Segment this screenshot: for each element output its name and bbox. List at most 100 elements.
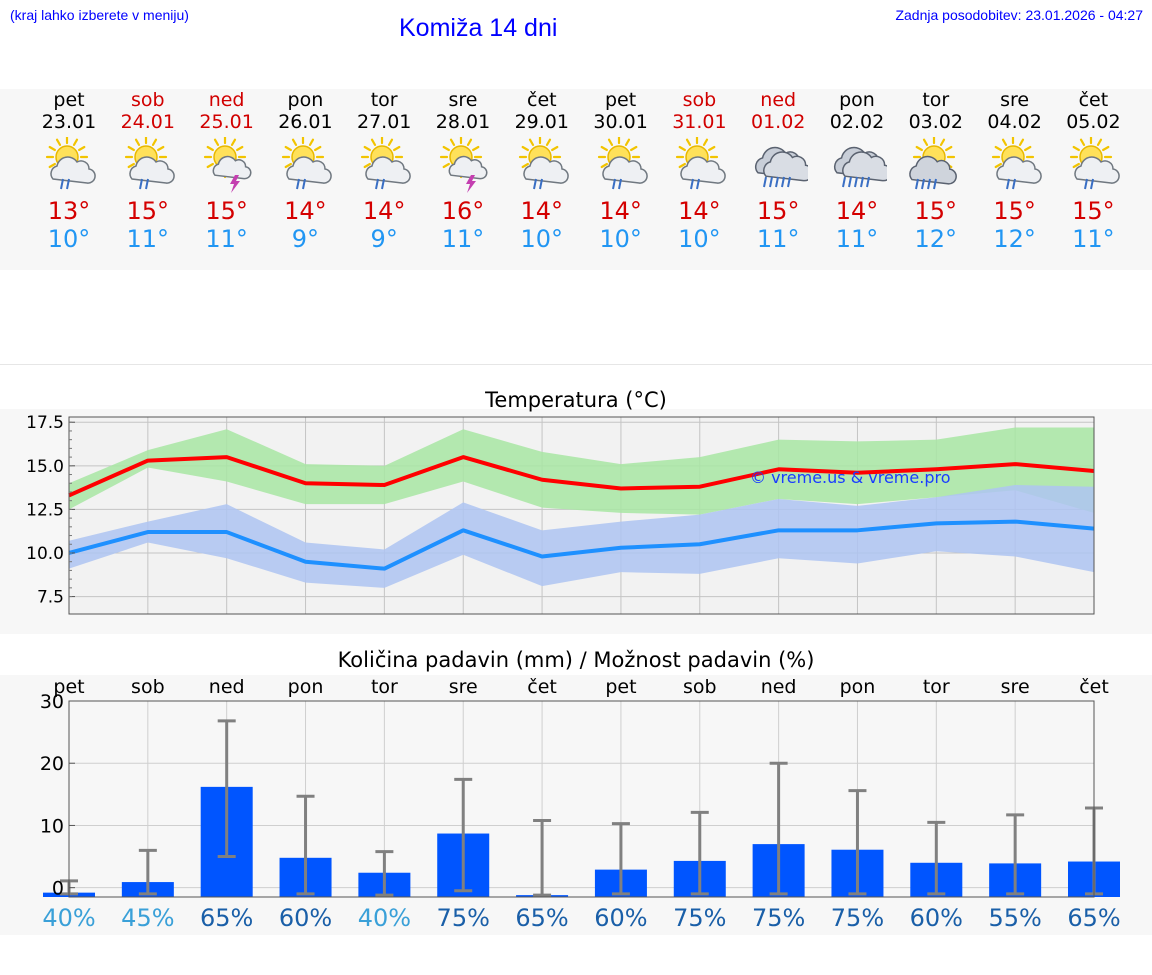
day-date: 05.02	[1066, 111, 1121, 133]
day-label: tor	[923, 676, 950, 698]
temp-min: 11°	[756, 225, 800, 253]
forecast-day: tor 03.02 15° 12°	[896, 89, 976, 253]
temp-max: 15°	[126, 197, 170, 225]
divider	[0, 364, 1152, 365]
day-name: ned	[208, 89, 245, 111]
y-tick-label: 15.0	[26, 457, 64, 477]
day-label: pet	[53, 676, 84, 698]
precip-probability: 75%	[752, 904, 805, 932]
temp-min: 11°	[835, 225, 879, 253]
day-date: 30.01	[593, 111, 648, 133]
forecast-day: sob 31.01 14° 10°	[659, 89, 739, 253]
day-name: sob	[131, 89, 165, 111]
precip-probability: 60%	[594, 904, 647, 932]
precip-probability: 65%	[515, 904, 568, 932]
page-title: Komiža 14 dni	[399, 14, 558, 42]
y-tick-label: 17.5	[26, 413, 64, 433]
y-tick-label: 7.5	[37, 588, 64, 608]
temp-min: 9°	[291, 225, 320, 253]
sun-cloud-heavy-rain-icon	[908, 137, 957, 190]
forecast-day: sre 04.02 15° 12°	[975, 89, 1055, 253]
day-name: pet	[53, 89, 85, 111]
day-label: čet	[1079, 676, 1109, 698]
forecast-day: čet 05.02 15° 11°	[1053, 89, 1133, 253]
day-name: sre	[448, 89, 478, 111]
day-name: sob	[682, 89, 717, 111]
day-label: pet	[605, 676, 636, 698]
sun-cloud-rain-icon	[597, 137, 648, 190]
sun-cloud-rain-icon	[45, 137, 96, 190]
max-temp-line	[68, 455, 1095, 498]
temp-max: 15°	[1072, 197, 1115, 225]
temp-max: 16°	[441, 197, 485, 225]
day-date: 31.01	[672, 111, 727, 133]
plot-frame	[68, 416, 1095, 615]
sun-cloud-storm-icon	[439, 137, 488, 193]
temp-max: 15°	[993, 197, 1036, 225]
y-tick-label: 12.5	[26, 500, 64, 520]
temp-max: 15°	[756, 197, 800, 225]
day-label: pon	[840, 676, 876, 698]
temp-max: 14°	[599, 197, 642, 225]
temp-max: 13°	[47, 197, 91, 225]
sun-cloud-storm-icon	[203, 137, 252, 193]
temp-max: 14°	[362, 197, 406, 225]
precip-probability: 75%	[437, 904, 490, 932]
day-label: tor	[371, 676, 398, 698]
max-range-band	[69, 427, 1094, 515]
temp-min: 11°	[205, 225, 248, 253]
temp-max: 15°	[914, 197, 958, 225]
forecast-day: tor 27.01 14° 9°	[344, 89, 424, 253]
forecast-day: ned 25.01 15° 11°	[187, 89, 267, 253]
temp-max: 14°	[835, 197, 879, 225]
min-temp-line	[68, 519, 1095, 571]
day-name: pon	[839, 89, 875, 111]
precip-probability: 45%	[121, 904, 174, 932]
y-tick-label: 10	[40, 815, 64, 837]
precip-probability: 40%	[42, 904, 95, 932]
sun-cloud-rain-icon	[676, 137, 727, 190]
day-date: 24.01	[120, 111, 175, 133]
day-name: čet	[527, 89, 557, 111]
day-date: 29.01	[514, 111, 569, 133]
sun-cloud-rain-icon	[1070, 137, 1121, 190]
temp-max: 14°	[678, 197, 721, 225]
day-label: sob	[131, 676, 165, 698]
day-date: 28.01	[435, 111, 491, 133]
temp-min: 11°	[1072, 225, 1115, 253]
temp-max: 14°	[284, 197, 327, 225]
day-name: tor	[922, 89, 950, 111]
temp-max: 14°	[520, 197, 564, 225]
precip-probability: 40%	[358, 904, 411, 932]
day-label: ned	[761, 676, 797, 698]
day-date: 02.02	[829, 111, 885, 133]
y-tick-label: 10.0	[26, 544, 64, 564]
temp-min: 10°	[47, 225, 91, 253]
temp-min: 10°	[599, 225, 642, 253]
precip-probability: 60%	[279, 904, 332, 932]
temp-min: 12°	[993, 225, 1036, 253]
location-hint: (kraj lahko izberete v meniju)	[10, 7, 189, 23]
day-label: sob	[683, 676, 717, 698]
day-name: pet	[604, 89, 637, 111]
day-date: 01.02	[750, 111, 806, 133]
day-date: 23.01	[41, 111, 97, 133]
forecast-day: sob 24.01 15° 11°	[108, 89, 188, 253]
forecast-day: čet 29.01 14° 10°	[502, 89, 582, 253]
day-label: ned	[209, 676, 245, 698]
day-label: sre	[1001, 676, 1030, 698]
day-date: 26.01	[278, 111, 333, 133]
forecast-day: pon 26.01 14° 9°	[265, 89, 345, 253]
forecast-day: pon 02.02 14° 11°	[817, 89, 897, 253]
precipitation-chart-title: Količina padavin (mm) / Možnost padavin …	[337, 648, 815, 672]
watermark: © vreme.us & vreme.pro	[750, 468, 951, 487]
cloud-heavy-rain-icon	[755, 146, 809, 188]
day-name: čet	[1078, 89, 1109, 111]
day-label: pon	[288, 676, 324, 698]
precip-probability: 60%	[910, 904, 963, 932]
day-date: 27.01	[356, 111, 412, 133]
sun-cloud-rain-icon	[124, 137, 175, 190]
forecast-strip-bg	[0, 89, 1152, 270]
y-tick-label: 30	[40, 691, 64, 713]
